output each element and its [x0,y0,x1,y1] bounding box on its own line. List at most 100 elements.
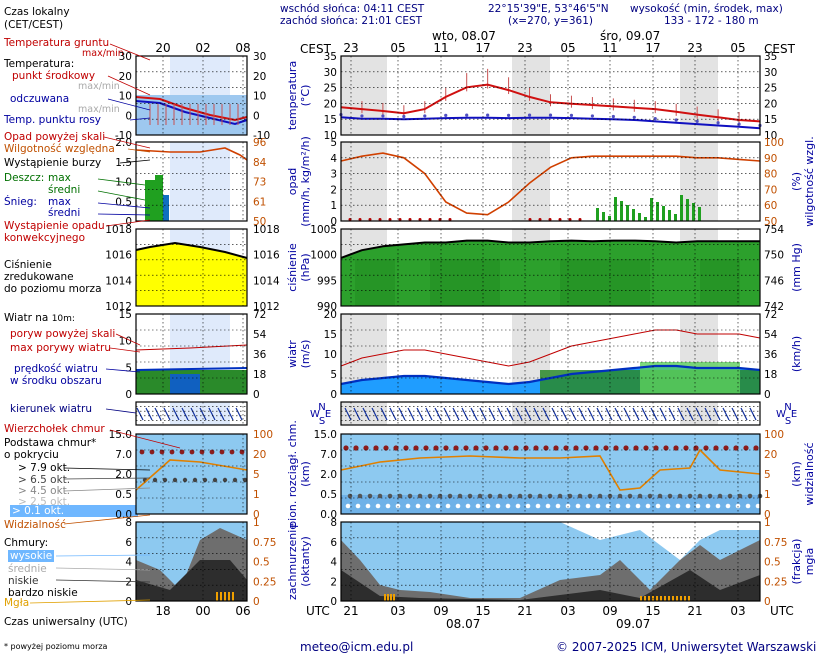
wind-dir-arrow [533,407,541,421]
mini-fog-bar [228,592,230,601]
mini-hour-label: 08 [235,41,250,55]
main-right-tick: 35 [764,51,777,63]
legend-cover1: > 7.9 okt. [18,462,71,474]
wind-dir-arrow [713,407,721,421]
rain-bar [650,198,653,221]
main-left-tick: 0.0 [320,509,337,521]
mini-right-tick: 0.75 [253,537,276,549]
main-left-tick: 15 [324,329,337,341]
mini-wind-dir-arrow [172,407,180,421]
fog-bar [664,596,666,601]
main-right-tick: 0.75 [764,537,787,549]
main-utc-hour-label: 21 [517,604,532,618]
legend-leader-line [107,75,151,96]
main-hour-label: 11 [602,41,617,55]
wind-dir-arrow [596,407,604,421]
main-left-tick: 20 [324,309,337,321]
wind-dir-arrow [722,407,730,421]
storm-dot [378,218,382,221]
wind-dir-arrow [578,407,586,421]
mini-hour-label: 20 [155,41,170,55]
cloud-top-dot [593,445,599,451]
wind-dir-arrow [632,407,640,421]
main-hour-label: 23 [687,41,702,55]
legend-cloud-base1: Podstawa chmur* [4,437,97,449]
heights-title: wysokość (min, środek, max) [630,3,783,15]
main-axis-unit: (mm/h, kg/m²/h) [299,136,312,227]
mini-right-tick: 1 [253,489,260,501]
cloudbase-low-sky [341,495,760,514]
mini-right-tick: 10 [253,91,266,103]
legend-leader-line [55,554,151,557]
mini-right-tick: 0 [253,596,260,608]
mini-wind-dir-arrow [163,407,171,421]
dew-point-mark [423,114,427,118]
main-axis-unit: (hPa) [299,253,312,281]
mini-panel-frame [135,521,248,602]
storm-dot [528,218,532,221]
email-link[interactable]: meteo@icm.edu.pl [300,640,414,654]
legend-conv1: Wystąpienie opadu [4,220,105,232]
mini-right-tick: 61 [253,196,266,208]
mini-cloud-base-dot [232,477,238,483]
compass-label: S [785,416,791,427]
dew-point-mark [716,121,720,125]
wind-dir-arrow [605,407,613,421]
mini-right-tick: 1012 [253,301,280,313]
mini-wind-dir-arrow [154,407,162,421]
cloud-top-dot [503,445,509,451]
legend-rain-max: max [48,172,71,184]
mini-cloud-top-dot [139,449,145,455]
mini-right-tick: 84 [253,157,267,169]
mini-right-tick: 36 [253,349,267,361]
cloud-top-dot [753,445,759,451]
wind-dir-arrow [569,407,577,421]
mini-visibility-line [135,459,248,491]
cloud-low-dot [445,503,451,509]
main-right-tick: 0.25 [764,576,787,588]
cloud-base-dot [717,493,723,499]
fog-bar [393,594,395,601]
cloud-top-dot [443,445,449,451]
fog-bar [644,596,646,601]
mini-hour-label: 02 [195,41,210,55]
cloud-top-dot [353,445,359,451]
rain-bar [674,214,677,221]
cloud-top-dot [463,445,469,451]
cloud-base-dot [527,493,533,499]
mini-left-tick: 5 [125,362,132,374]
storm-dot [358,218,362,221]
cloud-base-dot [467,493,473,499]
cloud-low-dot [575,503,581,509]
storm-dot [548,218,552,221]
legend-snow-max: max [48,196,71,208]
main-left-tick: 15.0 [314,429,337,441]
main-utc-hour-label: 21 [343,604,358,618]
cloud-top-dot [403,445,409,451]
panel-frame [340,521,761,602]
main-axis-unit: (°C) [299,85,312,107]
main-utc-hour-label: 15 [475,604,490,618]
cloud-top-dot [373,445,379,451]
mini-day-band [170,142,230,221]
mini-cloud-top-dot [179,449,185,455]
legend-cover3: > 4.5 okt. [18,485,71,497]
cloud-top-dot [383,445,389,451]
cloud-top-dot [423,445,429,451]
pressure-band [700,259,740,306]
night-band [341,402,387,425]
main-right-tick: 0 [764,596,771,608]
cloud-top-dot [483,445,489,451]
cloud-top-dot [723,445,729,451]
mini-right-tick: 0.25 [253,576,276,588]
mini-wind-dir-arrow [208,407,216,421]
mini-right-tick: 54 [253,329,267,341]
storm-dot [368,218,372,221]
main-left-tick: 3 [330,169,337,181]
legend-wind-speed2: w środku obszaru [10,375,102,387]
mini-panel-frame [135,433,248,515]
mini-wind-dir-arrow [217,407,225,421]
legend-wind-dir: kierunek wiatru [10,403,92,415]
utc-title: Czas uniwersalny (UTC) [4,616,128,628]
